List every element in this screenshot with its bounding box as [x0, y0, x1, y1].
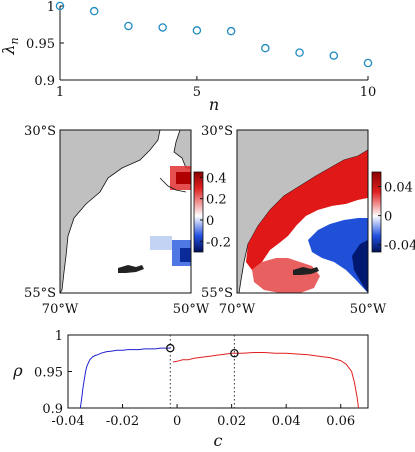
eig-point [55, 1, 65, 11]
corr-xtick-label: -0.04 [51, 414, 84, 429]
map-left-panel: 30°S 55°S 70°W 50°W 0.4 0.2 0 -0.2 [24, 124, 231, 317]
colorbar-right [371, 171, 382, 253]
colorbar-tick-label: 0 [384, 210, 392, 225]
map-left-lon-left: 70°W [42, 302, 79, 317]
colorbar-tick-label: 0.04 [384, 181, 413, 196]
eig-point [124, 21, 133, 31]
eig-point [261, 43, 270, 53]
eig-ylabel-main: λ [0, 44, 18, 55]
eig-point [295, 48, 304, 57]
eig-ytick-label: 0.9 [34, 74, 55, 89]
map-left-border [59, 129, 192, 294]
map-right-panel: 30°S 55°S 70°W 50°W 0.04 0 -0.04 [201, 124, 415, 317]
map-right-lon-right: 50°W [350, 302, 387, 317]
map-right-lat-top: 30°S [201, 124, 233, 139]
eig-ylabel: λn [0, 37, 21, 55]
colorbar-tick-label: 0.2 [206, 193, 227, 208]
corr-ylabel: ρ [12, 361, 23, 380]
map-right-blue-region [308, 218, 368, 293]
corr-lines [79, 347, 359, 408]
map-right-red-region [246, 150, 368, 270]
eig-ytick-label: 1 [47, 0, 55, 15]
colorbar-left [193, 171, 204, 253]
map-left-red-core [176, 172, 191, 184]
map-left-land-ne [173, 130, 191, 169]
colorbar-tick-label: 0.4 [206, 171, 227, 186]
colorbar-tick-label: -0.04 [384, 239, 415, 254]
eig-point [226, 26, 236, 36]
corr-ticks: -0.04 -0.02 0 0.02 0.04 0.06 0.9 0.95 1 [34, 329, 355, 429]
map-right-islands [293, 267, 319, 275]
corr-series-line [79, 347, 171, 408]
corr-xtick-label: 0.02 [217, 414, 246, 429]
corr-series-line [172, 352, 359, 408]
map-left-blue-core [180, 248, 191, 262]
correlation-panel: -0.04 -0.02 0 0.02 0.04 0.06 0.9 0.95 1 c ρ [12, 329, 369, 450]
colorbar-right-ticks: 0.04 0 -0.04 [378, 181, 415, 254]
corr-vlines [169, 335, 235, 408]
eig-points [55, 1, 373, 68]
map-left-islands [118, 265, 144, 273]
map-left-land [60, 130, 161, 293]
eig-point [192, 26, 202, 35]
eig-ticks: 1 5 10 0.9 0.95 1 [26, 0, 376, 100]
corr-markers [166, 343, 239, 358]
map-right-red-lobe [252, 258, 320, 293]
map-left-lat-top: 30°S [24, 124, 56, 139]
eig-xtick-label: 1 [56, 85, 64, 100]
corr-ytick-label: 1 [55, 329, 63, 344]
eig-xtick-label: 5 [193, 85, 201, 100]
corr-xtick-label: 0.04 [272, 414, 301, 429]
corr-xlabel: c [214, 431, 223, 450]
colorbar-tick-label: 0 [206, 214, 214, 229]
corr-xtick-label: -0.02 [106, 414, 139, 429]
eig-point [89, 6, 99, 16]
eigenvalue-panel: 1 5 100.90.951 n λn [0, 0, 376, 114]
map-right-blue-deep [352, 240, 368, 293]
map-right-white-band [290, 198, 368, 244]
eig-ytick-label: 0.95 [26, 37, 55, 52]
eig-xtick-label: 10 [360, 85, 377, 100]
corr-frame [67, 334, 369, 409]
corr-optimum-marker [230, 348, 239, 358]
map-left-lon-right: 50°W [173, 302, 210, 317]
colorbar-tick-label: -0.2 [206, 235, 231, 250]
corr-xtick-label: 0.06 [326, 414, 355, 429]
svg-text:λn: λn [0, 37, 21, 55]
map-left-lat-bottom: 55°S [24, 286, 56, 301]
eig-point [363, 58, 373, 68]
corr-ytick-label: 0.9 [42, 402, 63, 417]
map-left-coastline [159, 177, 187, 193]
colorbar-left-ticks: 0.4 0.2 0 -0.2 [200, 171, 231, 250]
corr-ytick-label: 0.95 [34, 366, 63, 381]
eig-point [329, 51, 339, 60]
eig-point [158, 23, 167, 32]
map-right-lat-bottom: 55°S [201, 286, 233, 301]
corr-xtick-label: 0 [173, 414, 181, 429]
map-right-lon-left: 70°W [219, 302, 256, 317]
eig-xlabel: n [209, 95, 219, 114]
eig-ylabel-sub: n [8, 37, 21, 44]
corr-optimum-marker [166, 343, 175, 353]
map-left-blue-halo [150, 236, 172, 250]
map-right-border [236, 129, 369, 294]
